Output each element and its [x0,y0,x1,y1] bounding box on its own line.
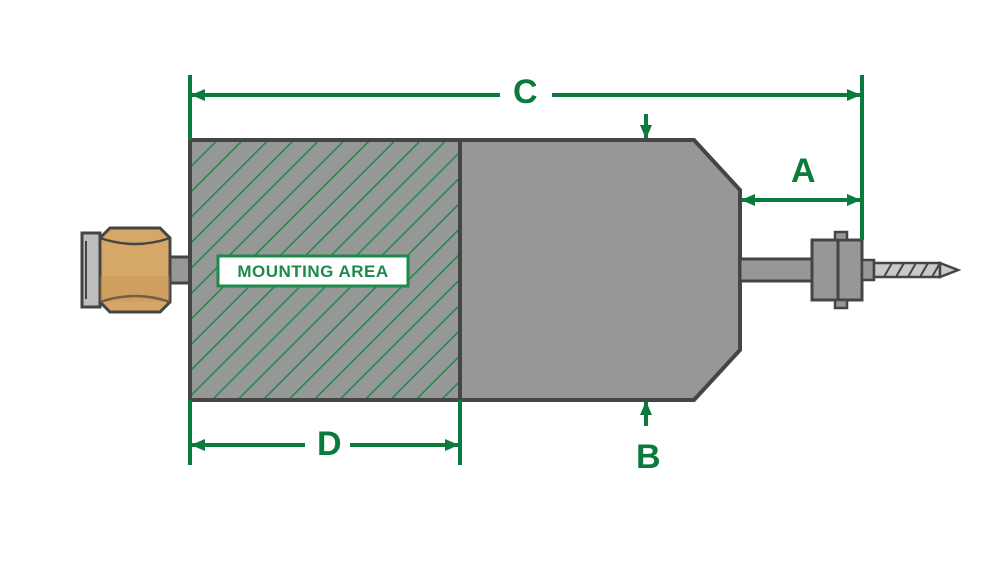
dim-label-D: D [317,425,342,464]
rear-fitting [82,228,190,312]
dim-label-A: A [791,152,816,191]
mounting-area-label: MOUNTING AREA [237,262,388,281]
diagram-canvas: MOUNTING AREA C A D B [0,0,1000,561]
main-body: MOUNTING AREA [190,140,740,400]
spindle-diagram-svg: MOUNTING AREA [0,0,1000,561]
dim-label-C: C [513,73,538,112]
dim-label-B: B [636,438,661,477]
collet-assembly [740,232,958,308]
